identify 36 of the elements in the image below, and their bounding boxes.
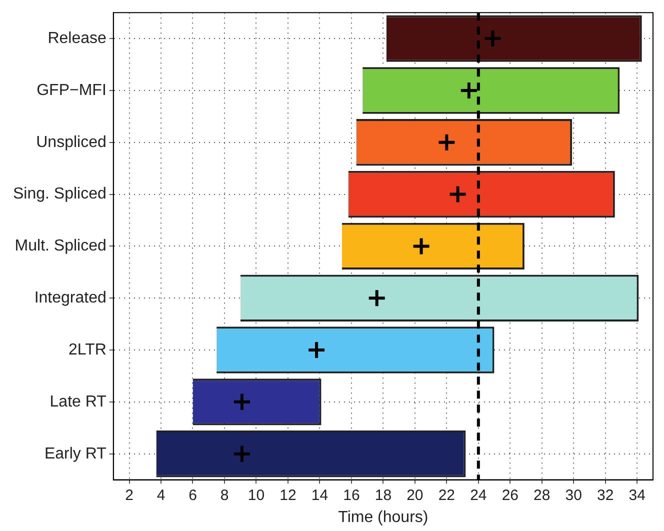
y-tick-label: 2LTR [68,341,106,358]
x-tick-label: 4 [156,486,166,504]
x-tick-label: 12 [280,486,296,504]
y-tick-label: Integrated [34,290,106,307]
point [412,236,431,256]
x-tick-label: 30 [565,486,582,504]
x-tick-label: 34 [628,486,646,504]
x-tick-label: 20 [406,486,424,504]
y-tick-label: Sing. Spliced [13,186,106,203]
point [459,80,478,100]
x-tick-label: 28 [534,486,550,504]
x-tick-label: 24 [470,486,487,504]
y-tick-label: Mult. Spliced [14,238,106,255]
x-tick-label: 6 [188,486,197,504]
x-tick-label: 2 [125,486,134,504]
point [232,392,252,412]
x-axis-title: Time (hours) [338,508,428,526]
point [367,288,386,308]
y-tick-label: Unspliced [36,134,106,151]
x-tick-label: 18 [374,486,392,504]
point [448,184,468,204]
x-tick-label: 10 [248,486,265,504]
point [437,132,456,152]
y-tick-label: GFP−MFI [36,82,106,99]
x-tick-label: 26 [502,486,519,504]
y-tick-label: Early RT [44,445,107,462]
point [307,340,326,360]
x-tick-label: 8 [220,486,229,504]
x-tick-label: 16 [343,486,360,504]
point [483,29,502,48]
y-tick-label: Release [48,30,106,47]
x-tick-label: 22 [438,486,456,504]
x-tick-label: 32 [597,486,614,504]
y-tick-label: Late RT [50,393,107,410]
x-tick-label: 14 [311,486,328,504]
point [232,444,252,464]
